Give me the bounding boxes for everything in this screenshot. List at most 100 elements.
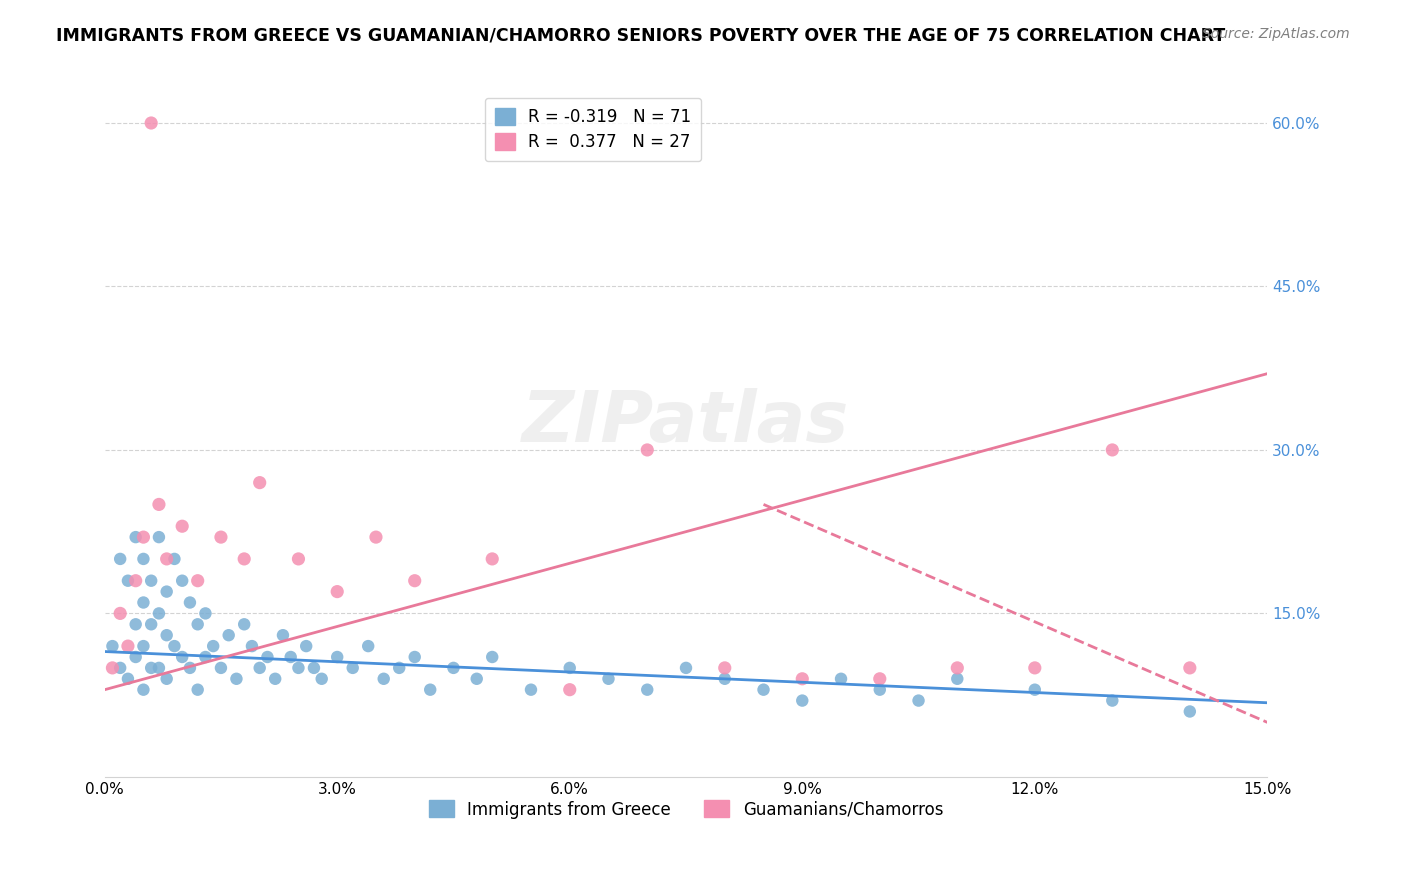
Point [1178, 661, 1201, 675]
Point [225, 672, 247, 686]
Point [172, 519, 194, 533]
Point [233, 552, 256, 566]
Point [520, 682, 543, 697]
Point [148, 530, 170, 544]
Point [187, 574, 209, 588]
Point [342, 661, 364, 675]
Point [713, 661, 735, 675]
Point [202, 639, 225, 653]
Point [311, 672, 333, 686]
Point [792, 693, 814, 707]
Point [302, 661, 325, 675]
Point [141, 116, 163, 130]
Point [1101, 442, 1123, 457]
Point [187, 682, 209, 697]
Point [179, 661, 201, 675]
Point [404, 650, 426, 665]
Point [163, 552, 186, 566]
Point [326, 584, 349, 599]
Point [752, 682, 775, 697]
Point [1178, 705, 1201, 719]
Point [792, 672, 814, 686]
Point [249, 475, 271, 490]
Point [187, 617, 209, 632]
Point [373, 672, 395, 686]
Point [117, 672, 139, 686]
Point [209, 530, 232, 544]
Point [287, 661, 309, 675]
Point [869, 672, 891, 686]
Point [636, 682, 658, 697]
Point [271, 628, 294, 642]
Point [481, 650, 503, 665]
Point [357, 639, 380, 653]
Point [946, 672, 969, 686]
Point [326, 650, 349, 665]
Point [125, 574, 148, 588]
Point [117, 639, 139, 653]
Point [240, 639, 263, 653]
Point [295, 639, 318, 653]
Legend: Immigrants from Greece, Guamanians/Chamorros: Immigrants from Greece, Guamanians/Chamo… [422, 794, 950, 825]
Point [233, 617, 256, 632]
Point [132, 639, 155, 653]
Point [249, 661, 271, 675]
Point [264, 672, 287, 686]
Point [256, 650, 278, 665]
Point [125, 530, 148, 544]
Text: IMMIGRANTS FROM GREECE VS GUAMANIAN/CHAMORRO SENIORS POVERTY OVER THE AGE OF 75 : IMMIGRANTS FROM GREECE VS GUAMANIAN/CHAM… [56, 27, 1226, 45]
Point [101, 639, 124, 653]
Point [172, 574, 194, 588]
Point [141, 661, 163, 675]
Text: ZIPatlas: ZIPatlas [522, 388, 849, 458]
Point [148, 661, 170, 675]
Point [194, 607, 217, 621]
Point [364, 530, 387, 544]
Point [443, 661, 465, 675]
Point [108, 607, 131, 621]
Point [830, 672, 852, 686]
Point [869, 682, 891, 697]
Point [156, 552, 179, 566]
Point [907, 693, 929, 707]
Point [148, 607, 170, 621]
Point [481, 552, 503, 566]
Point [598, 672, 620, 686]
Point [179, 595, 201, 609]
Point [558, 682, 581, 697]
Text: Source: ZipAtlas.com: Source: ZipAtlas.com [1202, 27, 1350, 41]
Point [156, 584, 179, 599]
Point [1024, 661, 1046, 675]
Point [194, 650, 217, 665]
Point [280, 650, 302, 665]
Point [132, 530, 155, 544]
Point [141, 617, 163, 632]
Point [163, 639, 186, 653]
Point [132, 595, 155, 609]
Point [117, 574, 139, 588]
Point [636, 442, 658, 457]
Point [172, 650, 194, 665]
Point [132, 552, 155, 566]
Point [141, 574, 163, 588]
Point [156, 672, 179, 686]
Point [388, 661, 411, 675]
Point [156, 628, 179, 642]
Point [465, 672, 488, 686]
Point [946, 661, 969, 675]
Point [125, 650, 148, 665]
Point [101, 661, 124, 675]
Point [287, 552, 309, 566]
Point [108, 661, 131, 675]
Point [675, 661, 697, 675]
Point [1101, 693, 1123, 707]
Point [148, 497, 170, 511]
Point [713, 672, 735, 686]
Point [558, 661, 581, 675]
Point [108, 552, 131, 566]
Point [404, 574, 426, 588]
Point [125, 617, 148, 632]
Point [218, 628, 240, 642]
Point [209, 661, 232, 675]
Point [132, 682, 155, 697]
